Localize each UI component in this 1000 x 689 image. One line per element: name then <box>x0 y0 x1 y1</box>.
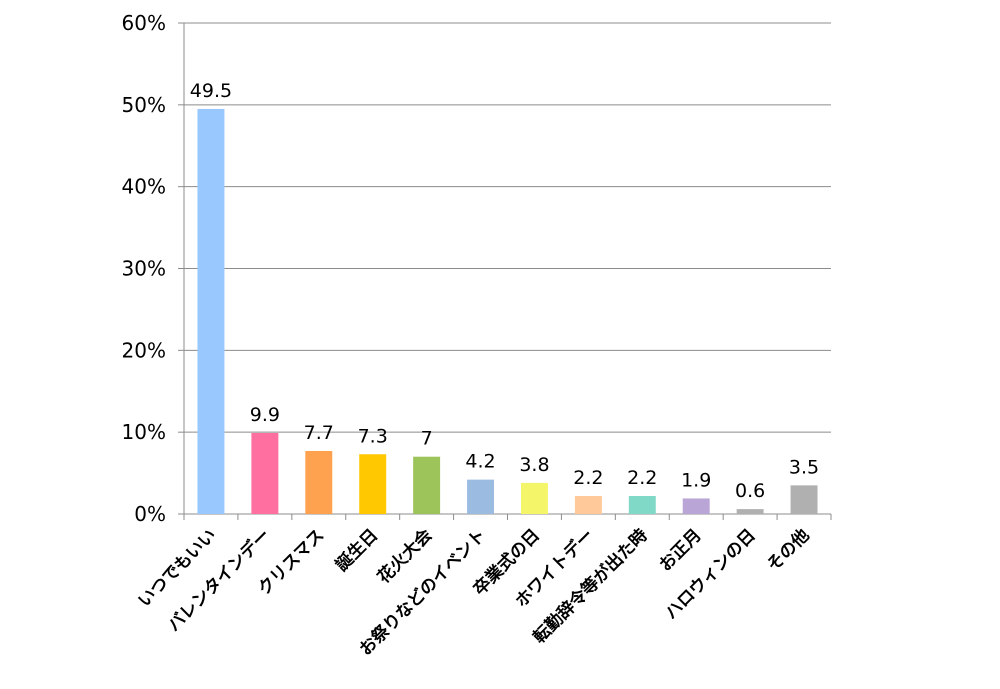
data-label: 3.5 <box>789 456 819 478</box>
gridlines <box>184 22 831 433</box>
y-axis-ticks: 0% 10% 20% 30% 40% 50% 60% <box>122 11 166 526</box>
y-tick-label: 30% <box>122 257 166 281</box>
y-tick-label: 0% <box>134 502 166 526</box>
y-tick-label: 20% <box>122 338 166 362</box>
bar <box>251 432 279 514</box>
y-tick-label: 40% <box>122 175 166 199</box>
data-label: 7.7 <box>304 422 334 444</box>
bar <box>790 485 818 514</box>
x-tick-label: その他 <box>763 525 814 576</box>
bar <box>359 454 387 514</box>
data-label: 0.6 <box>735 480 765 502</box>
bar <box>520 482 548 514</box>
x-tick-label: 誕生日 <box>331 525 382 576</box>
axes <box>178 22 832 520</box>
bar <box>197 108 225 515</box>
bar <box>682 498 710 514</box>
data-label: 7 <box>421 428 433 450</box>
y-tick-label: 60% <box>122 11 166 35</box>
data-label: 2.2 <box>573 467 603 489</box>
bars <box>197 108 818 515</box>
y-tick-label: 50% <box>122 93 166 117</box>
data-label: 4.2 <box>465 451 495 473</box>
data-label: 1.9 <box>681 469 711 491</box>
y-tick-label: 10% <box>122 420 166 444</box>
bar <box>305 450 333 514</box>
data-label: 2.2 <box>627 467 657 489</box>
data-label: 9.9 <box>250 404 280 426</box>
data-label: 49.5 <box>190 80 232 102</box>
x-tick-label: お正月 <box>656 525 706 575</box>
bar <box>467 479 495 514</box>
bar <box>413 456 441 514</box>
data-labels: 49.5 9.9 7.7 7.3 7 4.2 3.8 2.2 2.2 1.9 0.6 3.5 <box>190 80 819 502</box>
data-label: 7.3 <box>358 425 388 447</box>
x-tick-label: バレンタインデー <box>163 525 274 636</box>
data-label: 3.8 <box>519 454 549 476</box>
bar <box>736 509 764 514</box>
bar <box>628 495 656 514</box>
bar <box>574 495 602 514</box>
